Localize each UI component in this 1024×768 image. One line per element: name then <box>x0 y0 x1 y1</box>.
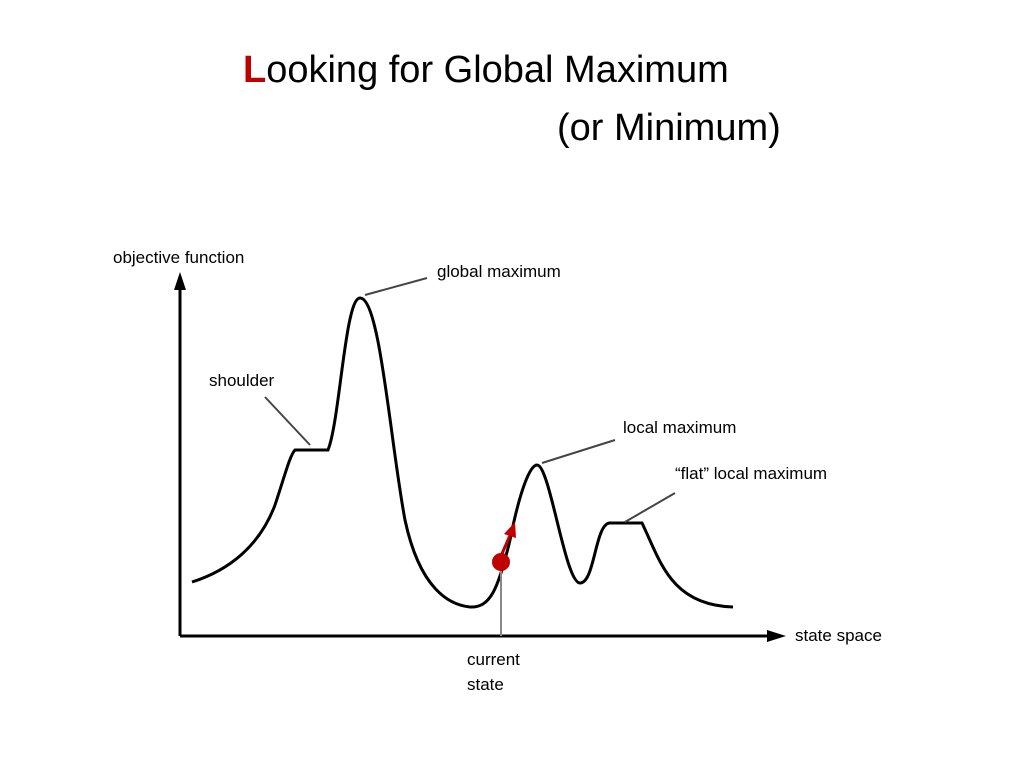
leader-global <box>364 277 428 296</box>
leader-shoulder <box>264 396 311 446</box>
flat-max-label: “flat” local maximum <box>675 464 827 483</box>
title-initial: L <box>243 49 266 91</box>
axes <box>178 285 770 638</box>
move-arrowhead <box>504 522 516 538</box>
x-arrow <box>767 630 786 642</box>
local-max-label: local maximum <box>623 418 736 437</box>
global-max-label: global maximum <box>437 262 561 281</box>
current-state-label: current <box>467 650 520 669</box>
current-state-dot <box>492 553 510 571</box>
title-rest: ooking for Global Maximum <box>266 49 729 91</box>
y-arrow <box>174 272 186 290</box>
leader-flat <box>624 492 676 523</box>
shoulder-label: shoulder <box>209 371 275 390</box>
x-axis-label: state space <box>795 626 882 645</box>
leader-lines <box>264 277 676 523</box>
landscape-curve <box>191 296 734 609</box>
slide-subtitle: (or Minimum) <box>557 107 781 149</box>
slide-title: Looking for Global Maximum <box>243 49 729 91</box>
move-arrow <box>499 532 513 557</box>
leader-local <box>541 439 616 464</box>
y-axis-label: objective function <box>113 248 244 267</box>
current-state-label: state <box>467 675 504 694</box>
